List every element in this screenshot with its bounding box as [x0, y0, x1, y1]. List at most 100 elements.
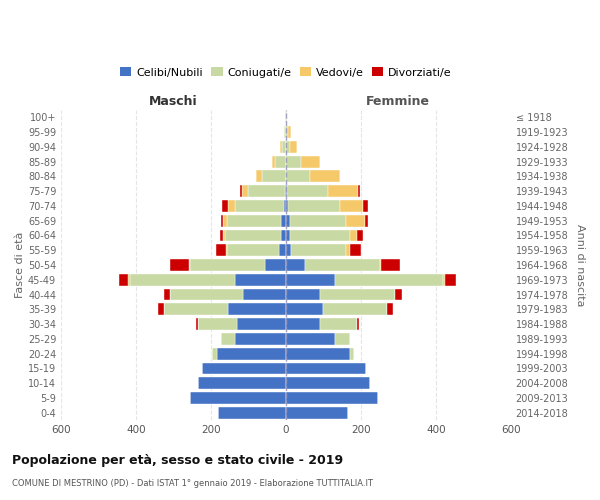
- Bar: [235, 200, 284, 212]
- Y-axis label: Fasce di età: Fasce di età: [15, 232, 25, 298]
- Bar: [285, 185, 286, 197]
- Bar: [357, 318, 359, 330]
- Bar: [350, 230, 357, 241]
- Bar: [286, 348, 350, 360]
- Bar: [286, 392, 377, 404]
- Legend: Celibi/Nubili, Coniugati/e, Vedovi/e, Divorziati/e: Celibi/Nubili, Coniugati/e, Vedovi/e, Di…: [116, 62, 456, 82]
- Bar: [284, 200, 286, 212]
- Bar: [286, 112, 287, 123]
- Bar: [164, 304, 228, 315]
- Bar: [340, 200, 362, 212]
- Bar: [228, 304, 286, 315]
- Bar: [243, 288, 286, 300]
- Bar: [158, 304, 164, 315]
- Bar: [290, 230, 350, 241]
- Bar: [279, 244, 286, 256]
- Bar: [357, 230, 362, 241]
- Bar: [288, 126, 291, 138]
- Bar: [170, 288, 243, 300]
- Bar: [286, 407, 348, 418]
- Bar: [227, 244, 279, 256]
- Bar: [323, 304, 387, 315]
- Bar: [358, 185, 359, 197]
- Bar: [380, 259, 382, 271]
- Bar: [220, 230, 223, 241]
- Bar: [285, 112, 286, 123]
- Bar: [164, 288, 170, 300]
- Bar: [196, 318, 198, 330]
- Bar: [287, 185, 328, 197]
- Bar: [310, 170, 340, 182]
- Bar: [275, 156, 286, 168]
- Bar: [265, 259, 286, 271]
- Bar: [350, 244, 361, 256]
- Bar: [130, 274, 235, 285]
- Bar: [288, 200, 340, 212]
- Bar: [262, 170, 286, 182]
- Bar: [227, 215, 281, 226]
- Bar: [286, 230, 290, 241]
- Bar: [190, 259, 265, 271]
- Bar: [284, 126, 286, 138]
- Bar: [286, 215, 290, 226]
- Text: COMUNE DI MESTRINO (PD) - Dati ISTAT 1° gennaio 2019 - Elaborazione TUTTITALIA.I: COMUNE DI MESTRINO (PD) - Dati ISTAT 1° …: [12, 479, 373, 488]
- Bar: [443, 274, 445, 285]
- Bar: [240, 185, 242, 197]
- Bar: [222, 200, 228, 212]
- Bar: [286, 333, 335, 345]
- Bar: [228, 200, 235, 212]
- Bar: [387, 304, 392, 315]
- Bar: [217, 348, 286, 360]
- Bar: [335, 333, 350, 345]
- Bar: [290, 141, 297, 152]
- Bar: [382, 259, 400, 271]
- Bar: [221, 333, 235, 345]
- Bar: [242, 185, 248, 197]
- Bar: [225, 230, 281, 241]
- Bar: [212, 348, 217, 360]
- Bar: [280, 141, 282, 152]
- Bar: [286, 259, 305, 271]
- Bar: [290, 215, 346, 226]
- Bar: [237, 318, 286, 330]
- Bar: [223, 230, 225, 241]
- Bar: [281, 215, 286, 226]
- Bar: [286, 378, 370, 389]
- Bar: [248, 185, 285, 197]
- Bar: [286, 244, 292, 256]
- Bar: [445, 274, 457, 285]
- Bar: [346, 244, 350, 256]
- Bar: [170, 259, 189, 271]
- Bar: [350, 348, 354, 360]
- Bar: [286, 362, 367, 374]
- Bar: [286, 156, 301, 168]
- Text: Femmine: Femmine: [366, 94, 430, 108]
- Bar: [286, 274, 335, 285]
- Bar: [226, 244, 227, 256]
- Bar: [128, 274, 130, 285]
- Text: Popolazione per età, sesso e stato civile - 2019: Popolazione per età, sesso e stato civil…: [12, 454, 343, 467]
- Bar: [256, 170, 262, 182]
- Bar: [286, 304, 323, 315]
- Bar: [223, 215, 227, 226]
- Y-axis label: Anni di nascita: Anni di nascita: [575, 224, 585, 306]
- Bar: [235, 274, 286, 285]
- Bar: [286, 170, 310, 182]
- Bar: [286, 318, 320, 330]
- Bar: [286, 141, 290, 152]
- Bar: [320, 318, 357, 330]
- Bar: [286, 200, 288, 212]
- Bar: [282, 141, 286, 152]
- Bar: [190, 392, 286, 404]
- Bar: [218, 407, 286, 418]
- Bar: [320, 288, 395, 300]
- Bar: [286, 185, 287, 197]
- Bar: [286, 126, 288, 138]
- Bar: [272, 156, 275, 168]
- Bar: [189, 259, 190, 271]
- Bar: [286, 288, 320, 300]
- Bar: [346, 215, 365, 226]
- Bar: [292, 244, 346, 256]
- Bar: [362, 200, 368, 212]
- Bar: [365, 215, 368, 226]
